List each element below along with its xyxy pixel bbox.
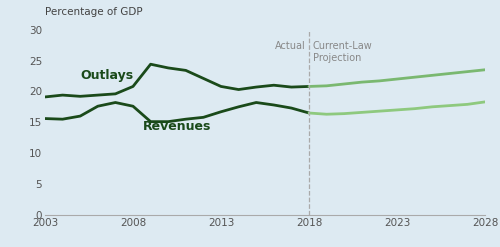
- Text: Percentage of GDP: Percentage of GDP: [45, 7, 142, 17]
- Text: Outlays: Outlays: [80, 69, 133, 82]
- Text: Revenues: Revenues: [143, 120, 211, 133]
- Text: Actual: Actual: [274, 41, 306, 51]
- Text: Current-Law
Projection: Current-Law Projection: [312, 41, 372, 63]
